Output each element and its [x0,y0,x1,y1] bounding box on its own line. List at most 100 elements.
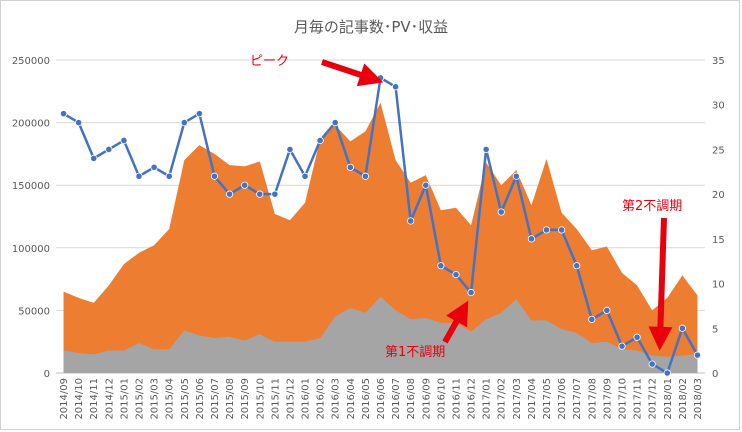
x-axis-tick-label: 2015/02 [135,378,146,420]
line-series-point [527,235,536,243]
line-series-point [573,262,581,270]
x-axis-tick-label: 2015/05 [180,378,191,420]
x-axis-tick-label: 2014/10 [74,378,85,420]
line-series-point [331,119,339,127]
line-series-point [603,306,611,314]
x-axis-tick-label: 2015/12 [285,378,296,420]
line-series-point [467,288,475,297]
line-series-point [678,324,686,332]
line-series-point [75,119,83,127]
x-axis-tick-label: 2015/10 [255,378,266,420]
left-axis-tick-label: 100000 [12,244,50,255]
left-axis-tick-label: 150000 [12,181,50,192]
left-axis-tick-label: 250000 [12,56,50,67]
line-series-point [225,190,234,198]
line-series-point [210,172,219,180]
line-series-point [59,110,68,118]
x-axis-tick-label: 2018/03 [693,378,704,420]
x-axis-tick-label: 2014/09 [59,378,70,420]
x-axis-tick-label: 2017/06 [557,378,568,420]
x-axis-tick-label: 2016/10 [436,378,447,420]
x-axis-tick-label: 2016/04 [346,378,357,420]
right-axis-tick-label: 5 [712,324,718,335]
x-axis-tick-label: 2016/02 [316,378,327,420]
line-series-point [316,136,324,145]
x-axis-tick-label: 2016/05 [361,378,372,420]
x-axis-tick-label: 2016/12 [467,378,478,420]
line-series-point [271,190,279,198]
right-axis-tick-label: 10 [712,280,725,291]
line-series-point [452,271,460,279]
x-axis-tick-label: 2017/11 [633,378,644,420]
line-series-point [618,342,626,350]
annotation-peak-arrow [321,59,384,87]
right-axis: 0 5 10 15 20 25 30 35 [712,56,725,380]
x-axis-tick-label: 2017/02 [497,378,508,420]
line-series-point [391,83,400,91]
x-axis-tick-label: 2014/11 [89,378,100,420]
left-axis-tick-label: 200000 [12,119,50,130]
x-axis-tick-label: 2016/07 [391,378,402,420]
line-series-point [376,74,385,82]
annotation-slump2-label: 第2不調期 [622,199,682,214]
x-axis-tick-label: 2017/04 [527,378,538,420]
left-axis: 0 50000 100000 150000 200000 250000 [12,56,50,380]
x-axis-tick-label: 2017/07 [572,378,583,420]
right-axis-tick-label: 15 [712,235,725,246]
line-series-point [135,172,143,180]
line-series-point [422,181,430,189]
chart-title: 月毎の記事数･PV･収益 [294,18,448,36]
x-axis-tick-label: 2017/10 [617,378,628,420]
x-axis-tick-label: 2016/08 [406,378,417,420]
line-series-point [512,172,520,180]
line-series-point [120,136,128,145]
line-series-point [301,172,309,180]
x-axis-tick-label: 2017/03 [512,378,523,420]
line-series-point [633,333,641,341]
x-axis-tick-label: 2017/12 [648,378,659,420]
line-series-point [693,351,702,359]
left-axis-tick-label: 50000 [18,306,50,317]
x-axis-tick-label: 2016/01 [301,378,312,420]
line-series-point [180,119,188,127]
x-axis-tick-label: 2016/11 [451,378,462,420]
line-series-point [437,262,445,270]
area-series-0 [63,102,698,374]
right-axis-tick-label: 25 [712,145,725,156]
annotation-slump2-arrow [648,217,673,351]
line-series-point [361,172,370,180]
line-series-point [105,145,113,154]
line-series-point [150,163,158,171]
left-axis-tick-label: 0 [44,369,50,380]
area-series [63,102,698,374]
line-series-point [256,190,264,198]
area-series-1 [63,296,698,373]
x-axis-tick-label: 2015/03 [150,378,161,420]
x-axis-tick-label: 2015/04 [165,378,176,420]
annotations: ピーク 第1不調期 第2不調期 [250,54,682,360]
line-series-point [90,154,98,162]
line-series-point [663,369,671,377]
line-series-point [286,145,294,154]
line-series-point [346,163,354,171]
x-axis-tick-label: 2017/09 [602,378,613,420]
x-axis-tick-label: 2017/05 [542,378,553,420]
x-axis-tick-label: 2015/11 [270,378,281,420]
right-axis-tick-label: 20 [712,190,725,201]
line-series-point [497,208,505,216]
line-series-point [542,226,551,234]
x-axis-tick-label: 2017/01 [482,378,493,420]
line-series-point [407,217,415,225]
line-series-point [241,181,249,189]
x-axis-tick-label: 2015/08 [225,378,236,420]
x-axis-tick-label: 2015/07 [210,378,221,420]
right-axis-tick-label: 35 [712,56,725,67]
x-axis-tick-label: 2018/01 [663,378,674,420]
x-axis-tick-label: 2015/01 [119,378,130,420]
line-series-point [558,226,566,234]
x-axis-tick-label: 2017/08 [587,378,598,420]
x-axis: 2014/09 2014/10 2014/11 2014/12 2015/01 2015/… [59,378,704,420]
line-series-point [588,315,596,323]
